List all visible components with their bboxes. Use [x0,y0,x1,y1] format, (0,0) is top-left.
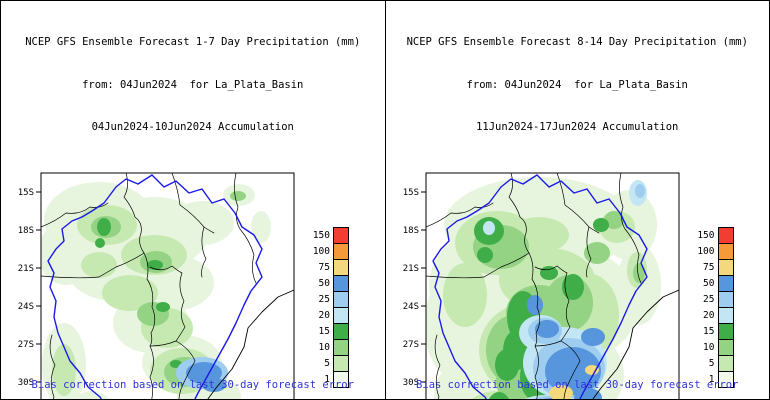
legend-color-swatch [717,290,734,308]
legend-row: 15 [306,322,349,340]
legend-color-swatch [717,226,734,244]
lat-tick-label: 21S [402,264,418,274]
legend-value-label: 50 [703,277,715,289]
legend-row: 15 [691,322,734,340]
legend-value-label: 15 [318,325,330,337]
legend-value-label: 1 [324,373,330,385]
legend-color-swatch [717,258,734,276]
lat-tick-label: 30S [18,378,34,388]
title-line-1: NCEP GFS Ensemble Forecast 1-7 Day Preci… [25,36,361,49]
legend-color-swatch [333,306,349,324]
legend-color-swatch [717,354,734,372]
legend-row: 10 [306,338,349,356]
legend-row: 50 [691,274,734,292]
title-line-3: 04Jun2024-10Jun2024 Accumulation [91,121,294,134]
lat-axis: 15S 18S 21S 24S 27S 30S 33S [402,188,418,388]
legend-value-label: 150 [697,229,715,241]
legend-color-swatch [717,306,734,324]
lat-tick-label: 24S [402,302,418,312]
legend-value-label: 15 [703,325,715,337]
bias-note: Bias correction based on last 30-day for… [416,379,739,391]
legend-color-swatch [717,274,734,292]
legend-color-swatch [333,322,349,340]
legend-value-label: 20 [318,309,330,321]
legend-color-swatch [333,226,349,244]
lat-tick-label: 24S [18,302,34,312]
lat-tick-label: 15S [402,188,418,198]
panel-title: NCEP GFS Ensemble Forecast 8-14 Day Prec… [386,1,770,163]
legend-row: 20 [306,306,349,324]
legend-color-swatch [333,338,349,356]
title-line-1: NCEP GFS Ensemble Forecast 8-14 Day Prec… [406,36,748,49]
legend-row: 1 [691,370,734,388]
legend-color-swatch [333,258,349,276]
panel-title: NCEP GFS Ensemble Forecast 1-7 Day Preci… [1,1,385,163]
legend-value-label: 75 [703,261,715,273]
precip-shading [41,181,271,399]
legend-row: 100 [306,242,349,260]
legend-color-swatch [333,242,349,260]
lat-tick-label: 18S [402,226,418,236]
legend-value-label: 25 [703,293,715,305]
lat-tick-label: 30S [402,378,418,388]
legend-value-label: 25 [318,293,330,305]
legend-color-swatch [333,274,349,292]
legend-value-label: 5 [708,357,715,369]
legend-row: 20 [691,306,734,324]
color-scale-legend: 150 100 75 50 25 20 15 10 5 1 [306,226,349,388]
lat-tick-label: 27S [402,340,418,350]
precip-shading [425,176,661,399]
legend-row: 75 [691,258,734,276]
legend-color-swatch [717,322,734,340]
lat-axis: 15S 18S 21S 24S 27S 30S 33S [18,188,34,388]
legend-row: 150 [306,226,349,244]
legend-row: 10 [691,338,734,356]
legend-row: 5 [691,354,734,372]
legend-color-swatch [333,290,349,308]
lat-tick-label: 18S [18,226,34,236]
legend-value-label: 100 [312,245,330,257]
legend-row: 150 [691,226,734,244]
forecast-panel-week2: NCEP GFS Ensemble Forecast 8-14 Day Prec… [386,1,770,399]
legend-value-label: 100 [697,245,715,257]
lat-tick-label: 21S [18,264,34,274]
legend-value-label: 150 [312,229,330,241]
legend-color-swatch [717,242,734,260]
color-scale-legend: 150 100 75 50 25 20 15 10 5 1 [691,226,734,388]
legend-row: 5 [306,354,349,372]
legend-value-label: 1 [708,373,715,385]
precip-map-week2: 15S 18S 21S 24S 27S 30S 33S 66W 63W 60W … [402,172,679,399]
legend-row: 50 [306,274,349,292]
legend-value-label: 20 [703,309,715,321]
legend-row: 25 [306,290,349,308]
legend-value-label: 75 [318,261,330,273]
title-line-3: 11Jun2024-17Jun2024 Accumulation [476,121,679,134]
legend-color-swatch [333,370,349,388]
legend-value-label: 10 [318,341,330,353]
legend-row: 25 [691,290,734,308]
legend-value-label: 5 [324,357,330,369]
legend-row: 75 [306,258,349,276]
legend-color-swatch [333,354,349,372]
precip-map-week1: 15S 18S 21S 24S 27S 30S 33S 66W 63W 60W … [18,172,295,399]
legend-color-swatch [717,338,734,356]
lat-tick-label: 27S [18,340,34,350]
bias-note: Bias correction based on last 30-day for… [31,379,354,391]
title-line-2: from: 04Jun2024 for La_Plata_Basin [82,78,304,91]
title-line-2: from: 04Jun2024 for La_Plata_Basin [466,78,688,91]
legend-value-label: 50 [318,277,330,289]
legend-row: 100 [691,242,734,260]
legend-color-swatch [717,370,734,388]
forecast-panel-week1: NCEP GFS Ensemble Forecast 1-7 Day Preci… [1,1,386,399]
legend-value-label: 10 [703,341,715,353]
lat-tick-label: 15S [18,188,34,198]
legend-row: 1 [306,370,349,388]
